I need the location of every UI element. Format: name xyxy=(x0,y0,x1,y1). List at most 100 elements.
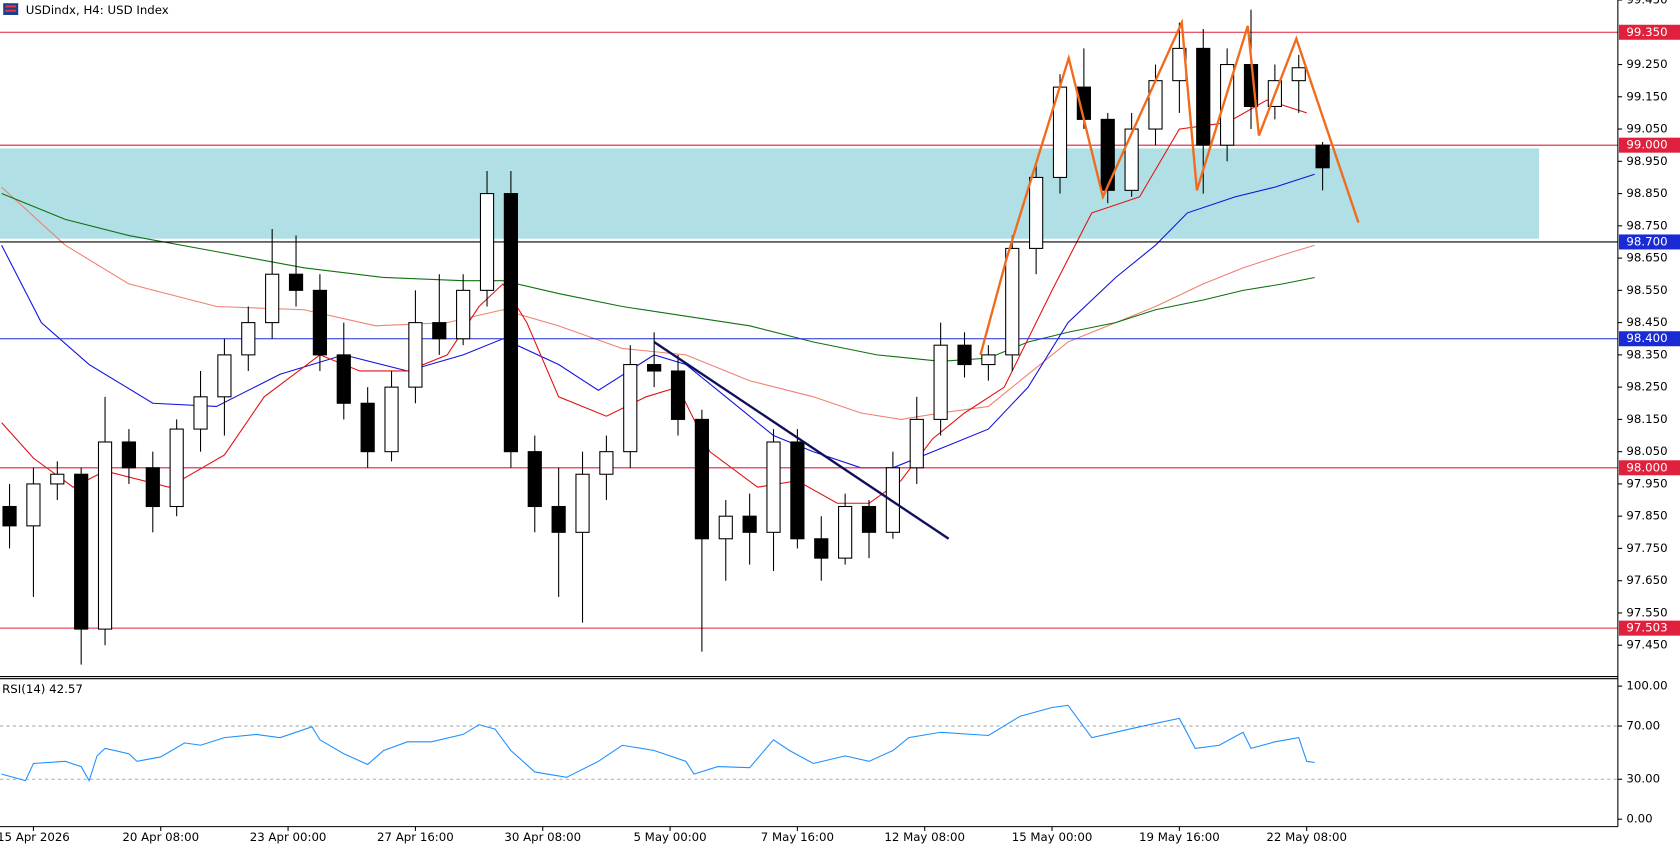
candle-body xyxy=(217,354,232,398)
y-tick-label: 98.150 xyxy=(1626,412,1667,426)
candle-body xyxy=(26,483,41,527)
candle-body xyxy=(551,505,566,533)
y-tick-label: 98.250 xyxy=(1626,380,1667,394)
plot-back xyxy=(0,148,1618,780)
moving-average xyxy=(1,99,1307,504)
x-tick-label: 20 Apr 08:00 xyxy=(122,830,199,844)
y-tick-label: 0.00 xyxy=(1626,812,1652,826)
candle-body xyxy=(50,473,65,485)
annotation-line xyxy=(979,18,1360,356)
y-tick-label: 97.850 xyxy=(1626,509,1667,523)
candle-body xyxy=(670,370,686,420)
level-label-bg xyxy=(1618,331,1680,347)
candle-body xyxy=(384,386,399,453)
candle-body xyxy=(1100,118,1115,191)
candle-body xyxy=(599,451,614,475)
candle-body xyxy=(909,418,924,469)
y-tick-label: 98.650 xyxy=(1626,251,1667,265)
candle-body xyxy=(1315,144,1330,169)
candle-body xyxy=(408,322,423,388)
rsi-title: RSI(14) 42.57 xyxy=(2,682,83,696)
candle-body xyxy=(527,451,542,508)
candle-body xyxy=(1124,128,1139,191)
chart-title: USDindx, H4: USD Index xyxy=(26,3,169,17)
candle-body xyxy=(336,354,351,404)
candle-body xyxy=(885,467,900,533)
level-label-bg xyxy=(1618,460,1680,476)
moving-average xyxy=(1,186,1315,420)
y-tick-label: 97.650 xyxy=(1626,573,1667,587)
candle-body xyxy=(360,402,375,453)
candle-body xyxy=(838,505,853,559)
candle-body xyxy=(97,441,113,630)
y-tick-label: 100.00 xyxy=(1626,679,1667,693)
candle-body xyxy=(145,467,160,508)
candle-body xyxy=(456,289,471,340)
candle-body xyxy=(623,364,638,453)
candle-body xyxy=(1029,176,1044,249)
level-label: 99.350 xyxy=(1626,25,1667,39)
y-tick-label: 30.00 xyxy=(1626,772,1660,786)
level-label-bg xyxy=(1618,137,1680,153)
moving-average xyxy=(1,173,1315,469)
y-tick-label: 98.050 xyxy=(1626,444,1667,458)
candle-body xyxy=(432,322,447,340)
y-tick-label: 97.450 xyxy=(1626,638,1667,652)
y-tick-label: 97.550 xyxy=(1626,605,1667,619)
x-tick-label: 22 May 08:00 xyxy=(1266,830,1347,844)
y-tick-label: 97.750 xyxy=(1626,541,1667,555)
y-tick-label: 98.550 xyxy=(1626,283,1667,297)
x-tick-label: 30 Apr 08:00 xyxy=(504,830,581,844)
candle-body xyxy=(265,273,280,324)
level-label-bg xyxy=(1618,620,1680,636)
candle-body xyxy=(479,193,495,291)
y-tick-label: 99.450 xyxy=(1626,0,1667,7)
level-label: 98.000 xyxy=(1626,460,1667,474)
y-tick-label: 70.00 xyxy=(1626,719,1660,733)
x-tick-label: 15 May 00:00 xyxy=(1012,830,1093,844)
y-tick-label: 98.950 xyxy=(1626,154,1667,168)
candle-body xyxy=(814,538,829,559)
x-tick-label: 5 May 00:00 xyxy=(633,830,706,844)
level-label-bg xyxy=(1618,24,1680,40)
candle-body xyxy=(575,473,590,533)
symbol-icon xyxy=(3,3,19,16)
level-label: 97.503 xyxy=(1626,621,1667,635)
candle-body xyxy=(503,193,519,453)
candle-body xyxy=(169,428,184,508)
candle-body xyxy=(288,273,304,291)
level-label-bg xyxy=(1618,234,1680,250)
x-tick-label: 27 Apr 16:00 xyxy=(377,830,454,844)
candle-body xyxy=(121,441,137,469)
moving-average xyxy=(1,193,1315,362)
zone xyxy=(0,148,1540,239)
y-tick-label: 99.250 xyxy=(1626,57,1667,71)
rsi-line xyxy=(1,704,1315,782)
candle-body xyxy=(74,473,89,630)
y-tick-label: 98.850 xyxy=(1626,186,1667,200)
candle-body xyxy=(957,344,972,366)
candle-body xyxy=(981,354,996,366)
level-label: 99.000 xyxy=(1626,138,1667,152)
candle-body xyxy=(312,289,328,356)
level-label: 98.700 xyxy=(1626,234,1667,248)
candle-body xyxy=(1148,80,1163,130)
y-tick-label: 98.350 xyxy=(1626,347,1667,361)
candle-body xyxy=(193,396,208,430)
y-tick-label: 99.150 xyxy=(1626,89,1667,103)
level-label: 98.400 xyxy=(1626,331,1667,345)
y-tick-label: 98.450 xyxy=(1626,315,1667,329)
y-tick-label: 97.950 xyxy=(1626,476,1667,490)
annotation-line xyxy=(653,341,950,540)
candle-body xyxy=(1291,67,1306,82)
candle-body xyxy=(933,344,948,420)
candle-body xyxy=(790,441,805,540)
candle-body xyxy=(2,505,17,527)
x-tick-label: 19 May 16:00 xyxy=(1139,830,1220,844)
x-tick-label: 15 Apr 2026 xyxy=(0,830,70,844)
candle-body xyxy=(718,515,733,540)
candle-body xyxy=(241,322,256,356)
